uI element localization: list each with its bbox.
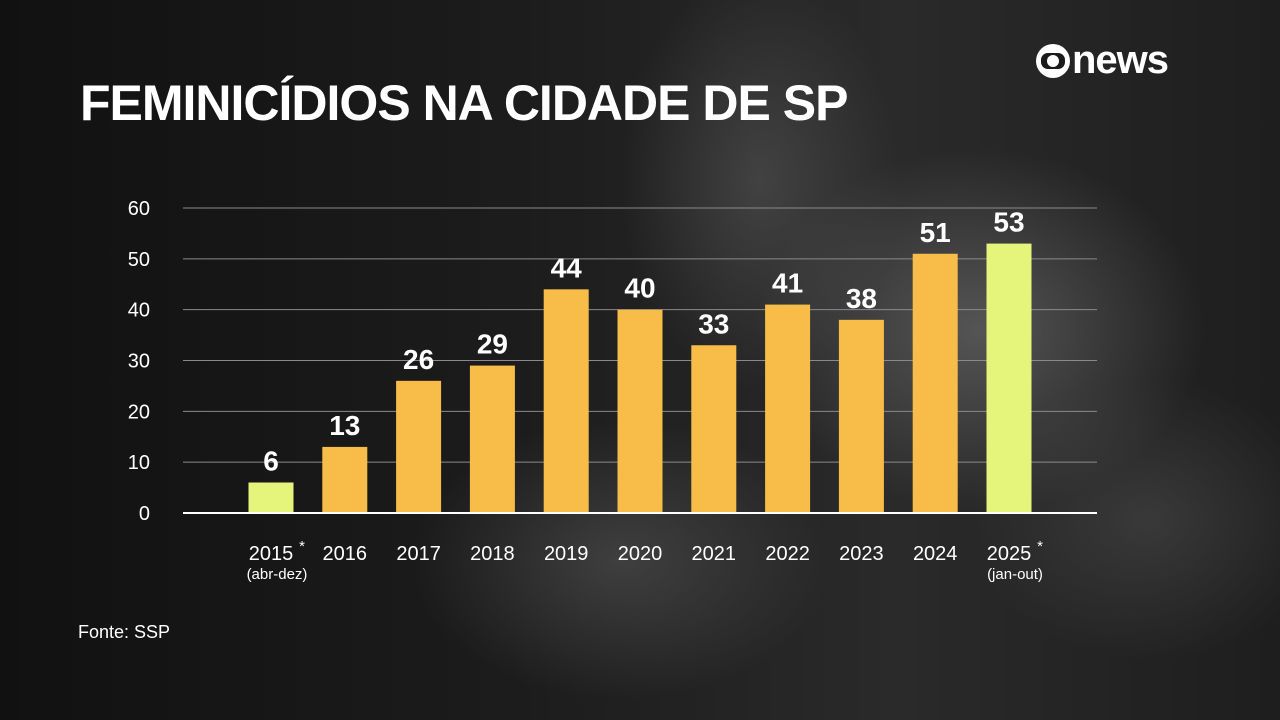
bar [248,482,294,513]
y-tick-label: 50 [128,249,150,271]
chart-title: FEMINICÍDIOS NA CIDADE DE SP [80,75,848,131]
bar [617,309,663,513]
bar [469,365,515,513]
data-label: 40 [624,273,655,304]
x-tick-label: 2021 [692,543,737,565]
y-tick-label: 40 [128,300,150,322]
x-tick-label: 2017 [396,543,441,565]
data-label: 26 [403,344,434,375]
x-tick-note: (abr-dez) [247,566,308,583]
x-tick-label: 2023 [839,543,884,565]
bar [543,289,589,513]
data-label: 44 [551,252,583,283]
logo-text: news [1072,38,1169,82]
asterisk-mark: * [1037,538,1043,555]
bar [691,345,737,513]
globo-icon [1036,43,1070,78]
data-label: 13 [329,410,360,441]
data-label: 41 [772,268,803,299]
x-tick-label: 2024 [913,543,958,565]
globonews-logo: news [1036,38,1169,83]
bar [986,243,1032,514]
y-tick-label: 20 [128,401,150,423]
data-label: 29 [477,329,508,360]
bar [322,446,368,513]
y-tick-label: 30 [128,351,150,373]
data-label: 38 [846,283,877,314]
x-tick-label: 2022 [765,543,810,565]
data-label: 6 [263,446,279,477]
x-tick-label: 2019 [544,543,589,565]
x-tick-label: 2015 [249,543,294,565]
asterisk-mark: * [299,538,305,555]
y-tick-label: 60 [128,198,150,220]
y-tick-label: 10 [128,452,150,474]
bar [765,304,811,513]
bar [396,380,442,513]
bar [912,253,958,513]
y-tick-label: 0 [139,503,150,525]
x-tick-note: (jan-out) [987,566,1043,583]
data-label: 51 [920,217,951,248]
x-tick-label: 2025 [987,543,1032,565]
data-label: 53 [993,207,1024,238]
data-label: 33 [698,308,729,339]
bar [838,319,884,513]
x-tick-label: 2016 [323,543,368,565]
x-tick-label: 2018 [470,543,515,565]
source-note: Fonte: SSP [78,622,171,642]
x-tick-label: 2020 [618,543,663,565]
